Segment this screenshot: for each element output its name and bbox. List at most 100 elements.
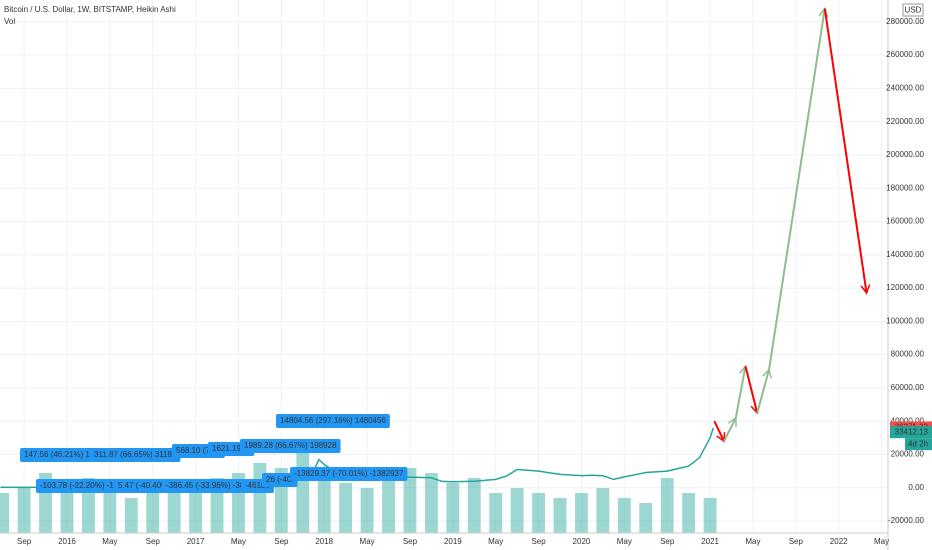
- measure-label: 311.87 (66.65%) 31187: [94, 450, 177, 459]
- volume-bar: [17, 488, 31, 533]
- volume-bar: [124, 498, 138, 533]
- volume-bar: [639, 503, 653, 533]
- measure-box: [114, 479, 173, 493]
- projection-segment: [756, 369, 770, 414]
- projection-segment: [713, 420, 725, 442]
- y-tick-label: 160000.00: [886, 217, 924, 226]
- measure-label: -46186: [245, 481, 270, 490]
- x-tick-label: Sep: [17, 537, 32, 546]
- y-tick-label: 200000.00: [886, 150, 924, 159]
- y-tick-label: 100000.00: [886, 316, 924, 325]
- second-price: 33412.13: [895, 427, 929, 436]
- x-tick-label: Sep: [146, 537, 161, 546]
- measure-label: -386.45 (-33.96%) -38645: [166, 481, 258, 490]
- measure-box: [20, 448, 112, 462]
- projection-segment: [744, 366, 759, 414]
- y-tick-label: 280000.00: [886, 17, 924, 26]
- measure-label: 5.47 (-40.40%: [118, 481, 168, 490]
- volume-bar: [703, 498, 717, 533]
- y-tick-label: 20000.00: [891, 450, 925, 459]
- volume-bar: [103, 493, 117, 533]
- measure-box: [90, 448, 181, 462]
- y-tick-label: 60000.00: [891, 383, 925, 392]
- measure-box: [276, 414, 390, 428]
- x-tick-label: May: [231, 537, 246, 546]
- arrow-head: [860, 284, 871, 295]
- volume-bar: [317, 473, 331, 533]
- volume-bar: [532, 493, 546, 533]
- measure-box: [262, 473, 298, 487]
- volume-bar: [0, 493, 10, 533]
- measure-label: 14804.56 (297.16%) 1480456: [280, 416, 386, 425]
- labels: -20000.00 0.00 20000.00 40000.00 60000.00 800…: [17, 17, 932, 546]
- unit-box: [902, 3, 924, 17]
- volume-bar: [167, 483, 181, 533]
- volume-bar: [467, 478, 481, 533]
- volume-bar: [682, 493, 696, 533]
- y-tick-label: -20000.00: [888, 516, 925, 525]
- x-tick-label: May: [874, 537, 889, 546]
- projection-segment: [734, 366, 747, 419]
- y-tick-label: 80000.00: [891, 350, 925, 359]
- volume-bar: [403, 468, 417, 533]
- x-tick-label: Sep: [274, 537, 289, 546]
- volume-bar: [360, 488, 374, 533]
- measure-box: [290, 467, 408, 481]
- x-tick-label: 2021: [701, 537, 719, 546]
- measure-label: 147.56 (46.21%) 14756: [24, 450, 108, 459]
- subtitle: Vol: [4, 17, 15, 26]
- volume-bar: [510, 488, 524, 533]
- countdown-box: [905, 438, 932, 451]
- volume-bar: [489, 493, 503, 533]
- measure-box: [162, 479, 262, 493]
- arrow-head: [727, 416, 737, 427]
- y-tick-label: 120000.00: [886, 283, 924, 292]
- projection-segment: [823, 8, 868, 294]
- volume-bar: [596, 488, 610, 533]
- countdown: 4d 2h: [908, 439, 928, 448]
- measure-label: 26 (-40.: [266, 475, 294, 484]
- y-tick-label: 40000.00: [891, 416, 925, 425]
- measure-label: 1989.28 (66.67%) 198928: [244, 441, 337, 450]
- measure-label: -103.78 (-22.20%) -10378: [40, 481, 132, 490]
- y-tick-label: 0.00: [908, 483, 924, 492]
- measure-box: [240, 439, 341, 453]
- projection-segment: [723, 417, 737, 442]
- arrow-head: [762, 368, 772, 379]
- volume-bar: [660, 478, 674, 533]
- x-tick-label: Sep: [403, 537, 418, 546]
- volume-bar: [339, 483, 353, 533]
- measure-label: 568.10 (72.0: [176, 446, 221, 455]
- volume-bar: [382, 478, 395, 533]
- x-tick-label: Sep: [660, 537, 675, 546]
- chart-title: Bitcoin / U.S. Dollar, 1W, BITSTAMP, Hei…: [4, 5, 176, 14]
- volume-bar: [296, 453, 310, 533]
- x-tick-label: Sep: [531, 537, 546, 546]
- measure-label: 1621.19 (1: [212, 444, 251, 453]
- x-tick-label: 2016: [58, 537, 76, 546]
- volume-bar: [553, 498, 567, 533]
- projection-segment: [768, 8, 826, 370]
- volume-bar: [146, 488, 160, 533]
- measure-label: -13829.37 (-70.01%) -1382937: [294, 469, 404, 478]
- second-price-box: [890, 426, 932, 439]
- volume-bar: [189, 493, 203, 533]
- y-tick-label: 260000.00: [886, 50, 924, 59]
- x-tick-label: May: [617, 537, 632, 546]
- x-tick-label: 2020: [573, 537, 591, 546]
- x-tick-label: Sep: [789, 537, 804, 546]
- x-tick-label: May: [488, 537, 503, 546]
- x-tick-label: 2019: [444, 537, 462, 546]
- volume-bar: [617, 498, 631, 533]
- volume-bar: [60, 483, 74, 533]
- y-tick-label: 220000.00: [886, 117, 924, 126]
- y-tick-label: 180000.00: [886, 183, 924, 192]
- x-tick-label: 2022: [830, 537, 848, 546]
- plot: [0, 6, 871, 533]
- x-tick-label: May: [745, 537, 760, 546]
- x-tick-label: 2017: [187, 537, 205, 546]
- x-tick-label: 2018: [315, 537, 333, 546]
- y-axis-label: USD: [905, 6, 922, 15]
